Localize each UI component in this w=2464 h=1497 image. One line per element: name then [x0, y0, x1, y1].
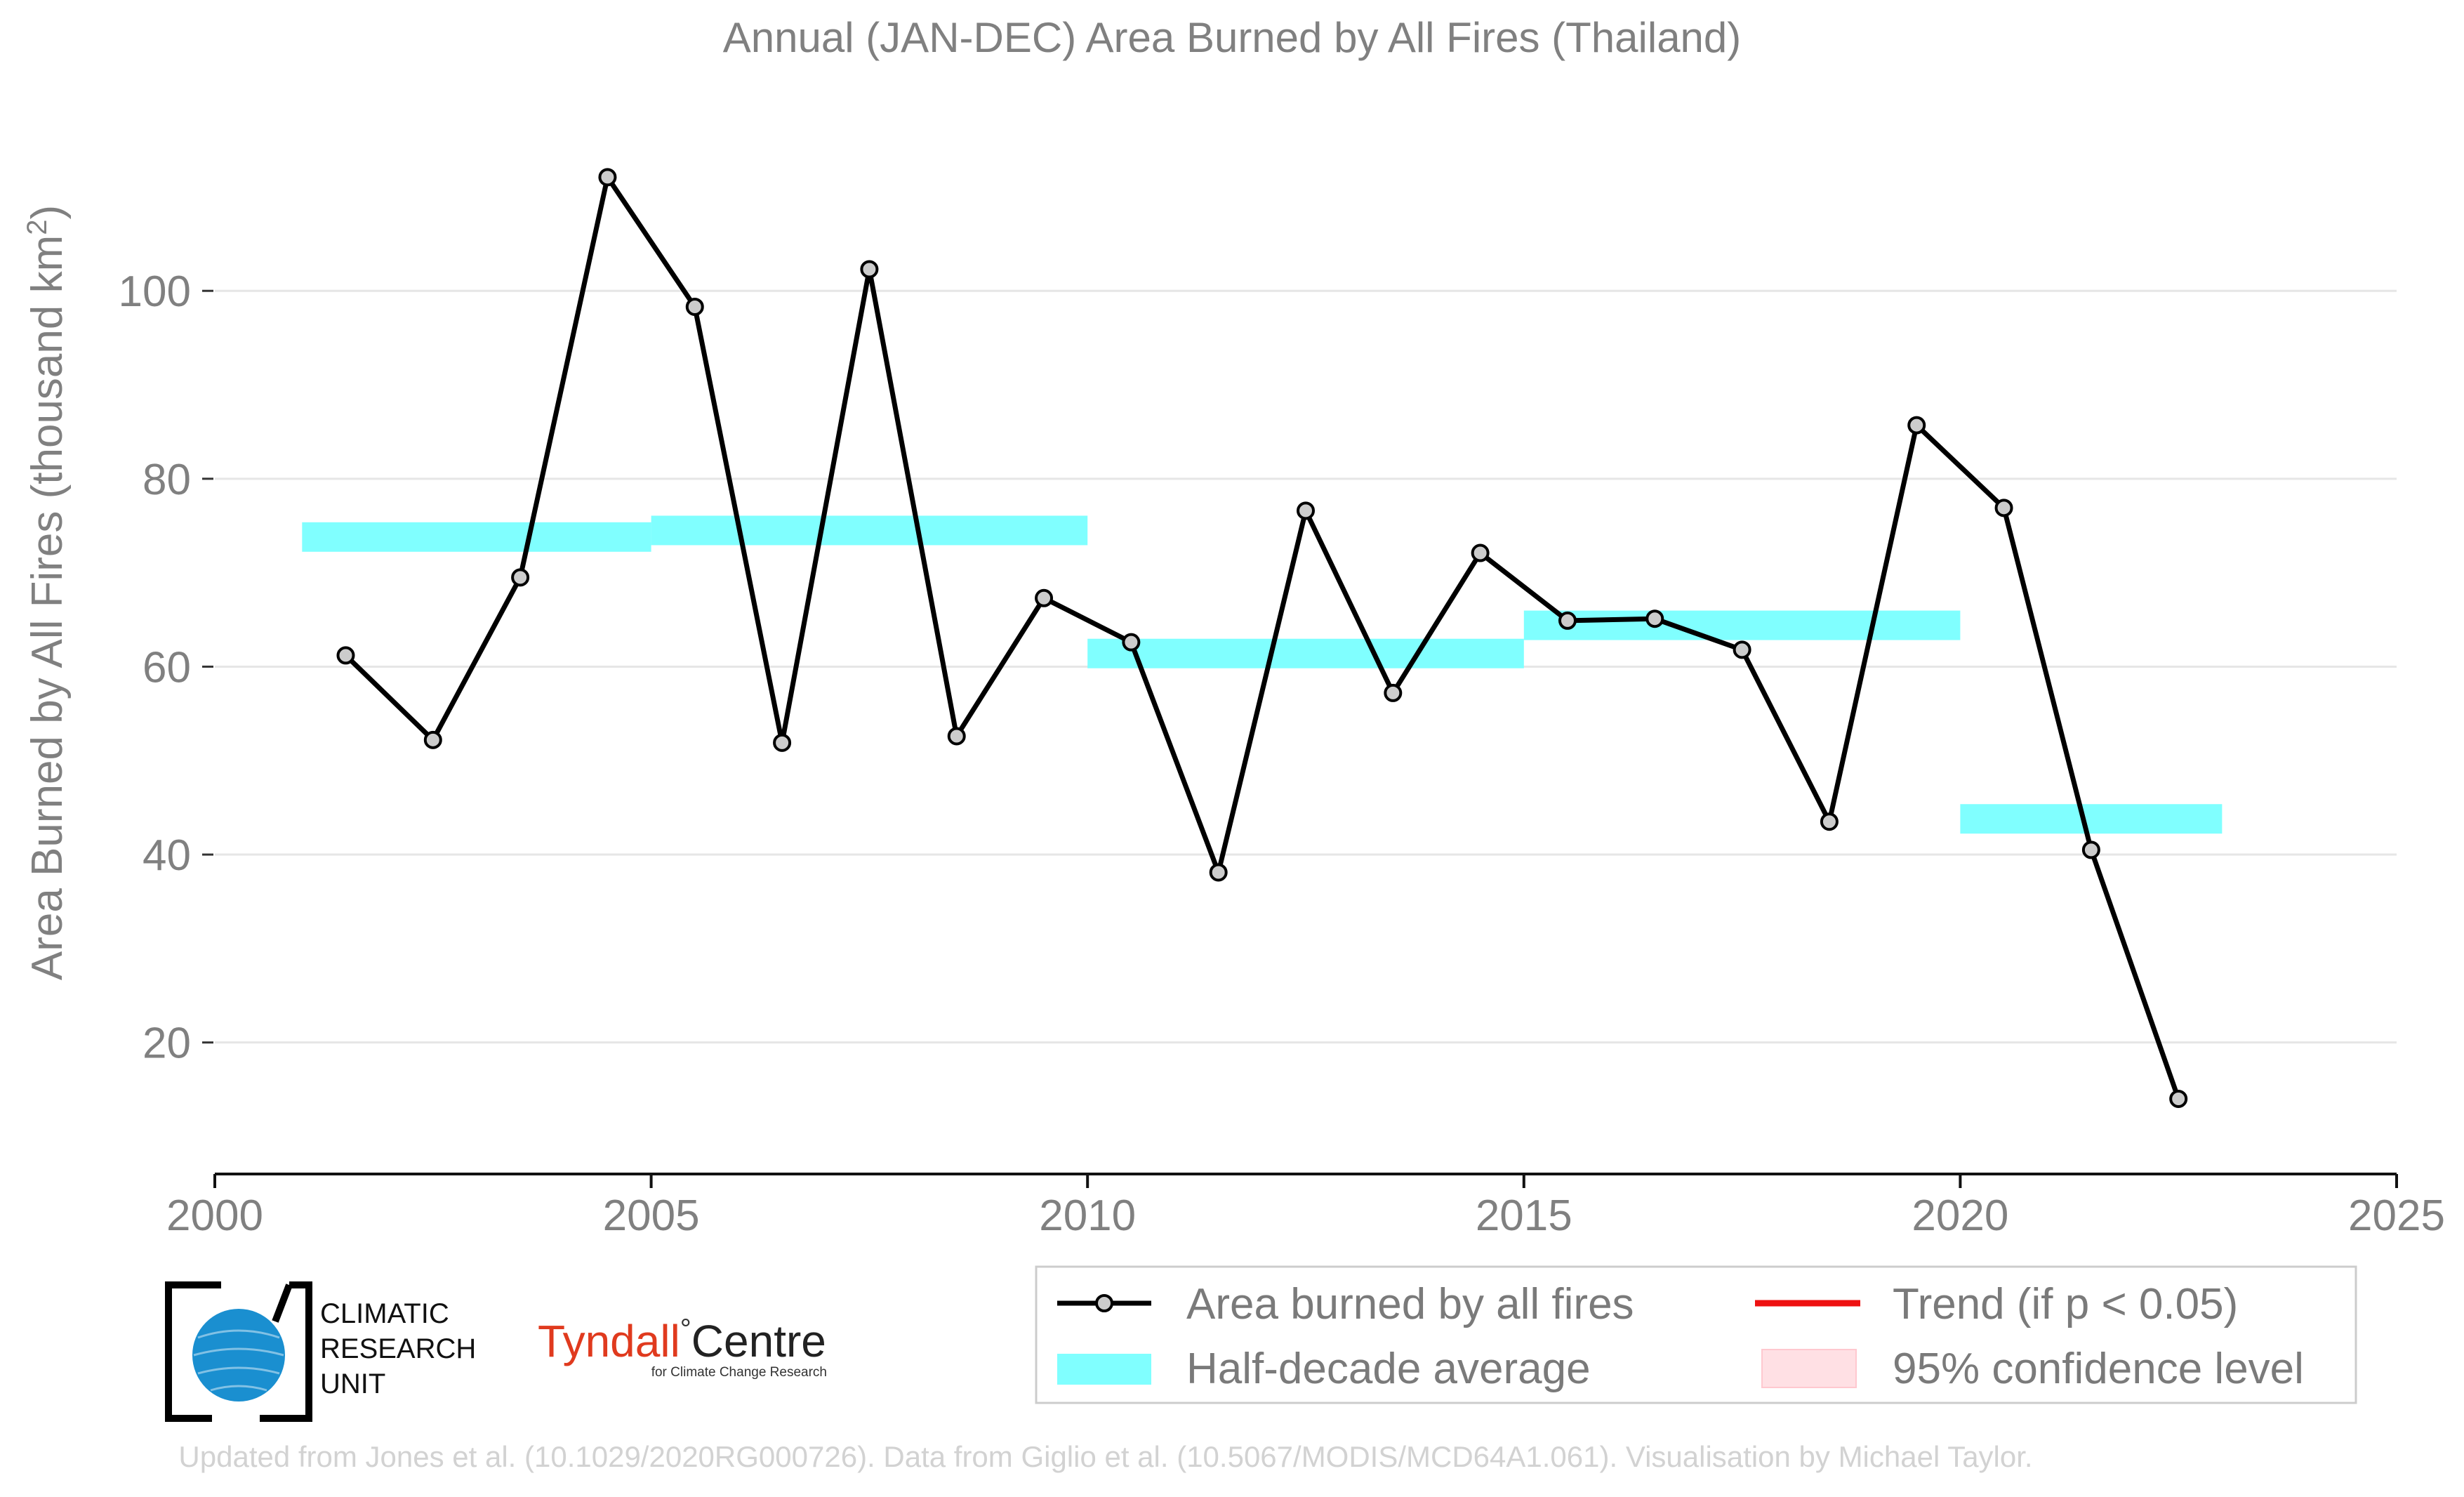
data-point-14 — [1558, 611, 1577, 630]
cru-bracket-left — [165, 1281, 221, 1422]
y-axis-label: Area Burned by All Fires (thousand km2) — [22, 205, 72, 980]
tyndall-wordmark: Tyndall°Centre — [538, 1314, 826, 1366]
tyndall-subtitle: for Climate Change Research — [651, 1365, 827, 1380]
data-point-12 — [1384, 683, 1403, 702]
legend-label-trend: Trend (if p < 0.05) — [1893, 1280, 2238, 1328]
globe-lines — [193, 1329, 284, 1392]
data-point-6 — [860, 260, 879, 279]
data-point-19 — [1994, 499, 2013, 517]
legend-label-confidence: 95% confidence level — [1893, 1345, 2304, 1393]
y-tick-label-60: 60 — [143, 643, 191, 692]
data-point-17 — [1820, 812, 1839, 831]
data-point-10 — [1209, 863, 1228, 882]
x-tick-label-2000: 2000 — [166, 1192, 263, 1240]
data-point-18 — [1907, 416, 1926, 435]
data-point-1 — [423, 730, 442, 749]
globe-icon — [192, 1309, 285, 1402]
half-decade-bar-3 — [1523, 610, 1961, 640]
data-point-11 — [1297, 501, 1315, 520]
y-tick-label-40: 40 — [143, 831, 191, 880]
data-point-8 — [1035, 588, 1054, 607]
data-point-13 — [1471, 543, 1490, 562]
tyndall-logo: Tyndall°Centre for Climate Change Resear… — [538, 1314, 827, 1380]
cru-text-climatic: CLIMATIC — [320, 1298, 449, 1329]
x-tick-label-2020: 2020 — [1912, 1192, 2008, 1240]
data-point-0 — [336, 646, 355, 665]
x-tick-label-2010: 2010 — [1039, 1192, 1136, 1240]
data-point-3 — [598, 168, 617, 187]
chart-title: Annual (JAN-DEC) Area Burned by All Fire… — [723, 14, 1742, 61]
legend-label-half-decade: Half-decade average — [1186, 1345, 1591, 1393]
y-tick-label-100: 100 — [119, 268, 191, 316]
data-point-16 — [1733, 640, 1751, 659]
legend-swatch-half-decade — [1057, 1354, 1151, 1385]
cru-logo: CLIMATIC RESEARCH UNIT — [165, 1281, 476, 1422]
half-decade-bar-2 — [1087, 638, 1524, 668]
data-point-9 — [1122, 633, 1141, 652]
x-tick-label-2025: 2025 — [2348, 1192, 2445, 1240]
half-decade-bars — [302, 515, 2223, 834]
cru-text-research: RESEARCH — [320, 1333, 476, 1364]
data-point-15 — [1645, 609, 1664, 628]
legend-label-area-burned: Area burned by all fires — [1186, 1280, 1634, 1328]
data-point-5 — [773, 733, 792, 752]
y-tick-label-80: 80 — [143, 456, 191, 504]
legend-swatch-confidence — [1761, 1349, 1857, 1388]
cru-slash — [272, 1284, 293, 1323]
cru-bracket-right — [260, 1281, 312, 1422]
y-tick-label-20: 20 — [143, 1020, 191, 1068]
data-point-7 — [947, 727, 966, 746]
x-tick-label-2015: 2015 — [1476, 1192, 1572, 1240]
legend-swatch-marker — [1095, 1294, 1113, 1312]
legend: Area burned by all fires Trend (if p < 0… — [1035, 1265, 2357, 1404]
legend-box — [1035, 1265, 2357, 1404]
series-line — [344, 174, 2181, 1100]
half-decade-bar-1 — [651, 515, 1088, 546]
data-point-4 — [685, 297, 704, 316]
data-point-20 — [2081, 840, 2100, 859]
data-point-21 — [2169, 1089, 2188, 1108]
y-axis-ticks: 20 40 60 80 100 — [119, 268, 213, 1068]
credit-text: Updated from Jones et al. (10.1029/2020R… — [178, 1440, 2032, 1473]
cru-text-unit: UNIT — [320, 1369, 385, 1399]
x-tick-label-2005: 2005 — [603, 1192, 700, 1240]
x-axis: 2000 2005 2010 2015 2020 2025 — [166, 1173, 2445, 1240]
half-decade-bar-4 — [1960, 804, 2223, 834]
half-decade-bar-0 — [302, 522, 651, 552]
data-point-2 — [511, 568, 530, 587]
area-burned-series — [336, 168, 2188, 1108]
